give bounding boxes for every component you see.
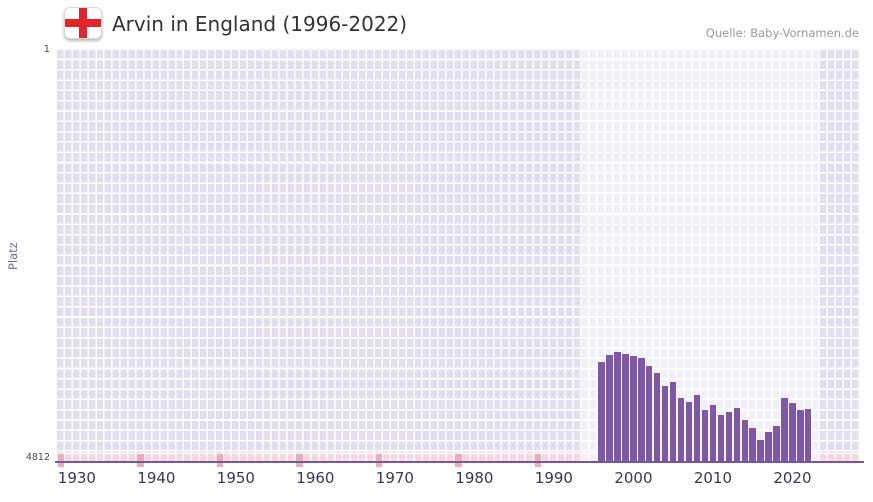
bar-1999[interactable] xyxy=(622,354,629,462)
bar-1997[interactable] xyxy=(606,355,613,462)
bar-2010[interactable] xyxy=(709,405,717,462)
bar-2020[interactable] xyxy=(789,402,796,462)
x-tick-1970: 1970 xyxy=(375,469,414,487)
x-tick-1940: 1940 xyxy=(137,469,176,487)
plot-area xyxy=(55,50,864,467)
x-tick-2020: 2020 xyxy=(773,469,812,487)
bar-2006[interactable] xyxy=(677,398,685,462)
bar-2015[interactable] xyxy=(749,428,756,462)
bar-2013[interactable] xyxy=(733,408,740,462)
bar-2009[interactable] xyxy=(701,410,709,462)
bar-2001[interactable] xyxy=(638,358,645,462)
bar-2011[interactable] xyxy=(717,415,725,462)
highlight-band xyxy=(581,50,821,462)
x-tick-1950: 1950 xyxy=(216,469,255,487)
bar-2004[interactable] xyxy=(662,386,669,462)
y-axis-bottom-label: 4812 xyxy=(25,452,50,463)
x-tick-1960: 1960 xyxy=(296,469,335,487)
bar-2016[interactable] xyxy=(757,439,764,462)
bar-2014[interactable] xyxy=(741,420,748,462)
bar-2008[interactable] xyxy=(693,395,701,462)
x-axis-line xyxy=(55,460,864,463)
bar-2018[interactable] xyxy=(773,426,780,462)
bar-2007[interactable] xyxy=(685,402,693,462)
x-axis-labels: 1930 1940 1950 1960 1970 1980 1990 2000 2010 2020 xyxy=(57,469,860,491)
bar-2000[interactable] xyxy=(630,355,637,462)
bar-2003[interactable] xyxy=(654,373,661,462)
bar-2022[interactable] xyxy=(805,409,812,462)
flag-cross-horizontal xyxy=(65,19,101,27)
x-tick-2000: 2000 xyxy=(614,469,653,487)
y-axis-top-label: 1 xyxy=(43,44,50,55)
bar-1996[interactable] xyxy=(598,362,605,462)
england-flag-icon xyxy=(64,7,102,39)
bar-2012[interactable] xyxy=(725,412,732,462)
bar-2019[interactable] xyxy=(781,398,788,462)
y-axis-title: Platz xyxy=(6,242,20,270)
bar-2005[interactable] xyxy=(669,382,677,462)
bar-2002[interactable] xyxy=(646,366,653,462)
x-tick-1990: 1990 xyxy=(534,469,573,487)
x-tick-1930: 1930 xyxy=(57,469,96,487)
bar-1998[interactable] xyxy=(614,352,621,462)
bar-2021[interactable] xyxy=(797,410,804,462)
source-link[interactable]: Quelle: Baby-Vornamen.de xyxy=(705,26,859,40)
page-title: Arvin in England (1996-2022) xyxy=(112,12,408,36)
x-tick-2010: 2010 xyxy=(693,469,732,487)
bar-2017[interactable] xyxy=(765,432,772,462)
x-tick-1980: 1980 xyxy=(455,469,494,487)
bars-container xyxy=(57,50,860,462)
